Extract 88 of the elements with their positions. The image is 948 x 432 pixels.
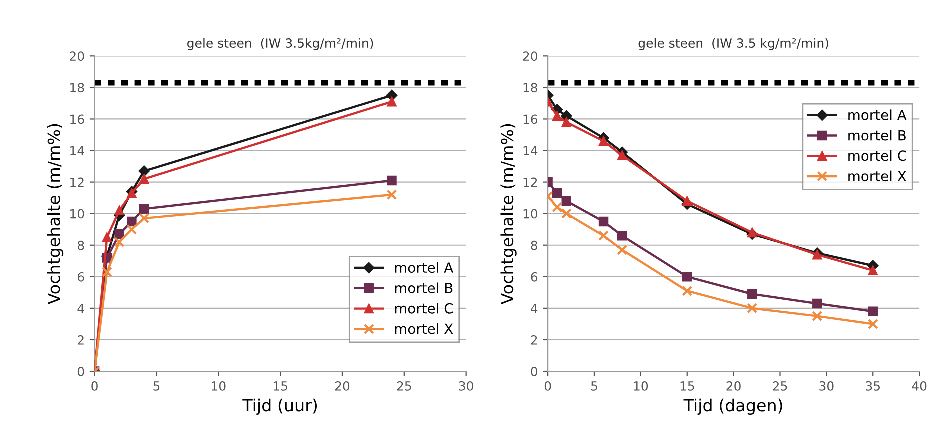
x-tick-label: 15 bbox=[274, 382, 288, 391]
legend-label: mortel C bbox=[395, 303, 454, 314]
legend-label: mortel B bbox=[848, 130, 906, 141]
point bbox=[387, 97, 397, 107]
x-tick-label: 20 bbox=[335, 381, 350, 391]
x-tick-label: 0 bbox=[544, 381, 552, 391]
point bbox=[126, 224, 138, 235]
point bbox=[868, 306, 878, 316]
y-axis-title: Vochtgehalte (m/m%) bbox=[500, 124, 517, 305]
x-tick-label: 40 bbox=[912, 381, 927, 391]
point bbox=[127, 216, 137, 227]
point bbox=[561, 208, 572, 220]
y-tick-label: 0 bbox=[531, 366, 538, 376]
point bbox=[598, 216, 609, 227]
point bbox=[868, 319, 878, 330]
y-tick-label: 10 bbox=[524, 209, 538, 219]
chart-title: gele steen (IW 3.5 kg/m²/min) bbox=[638, 38, 828, 50]
x-tick-label: 30 bbox=[820, 381, 834, 391]
legend-label: mortel A bbox=[848, 110, 907, 120]
point bbox=[617, 150, 628, 160]
y-tick-label: 16 bbox=[70, 114, 84, 124]
legend-label: mortel X bbox=[848, 170, 906, 182]
point bbox=[617, 231, 628, 241]
point bbox=[748, 289, 758, 300]
point bbox=[598, 136, 609, 146]
point bbox=[114, 206, 124, 216]
y-tick-label: 18 bbox=[524, 83, 538, 93]
point bbox=[139, 213, 150, 224]
point bbox=[617, 244, 628, 256]
legend-label: mortel A bbox=[395, 262, 454, 274]
point bbox=[552, 111, 562, 121]
y-tick-label: 2 bbox=[531, 335, 538, 345]
point bbox=[682, 286, 693, 296]
x-tick-label: 5 bbox=[154, 382, 160, 391]
point bbox=[138, 166, 150, 177]
x-tick-label: 5 bbox=[591, 382, 598, 391]
y-tick-label: 8 bbox=[531, 240, 538, 250]
point bbox=[139, 174, 150, 184]
y-tick-label: 12 bbox=[524, 178, 538, 188]
point bbox=[114, 237, 125, 248]
y-tick-label: 6 bbox=[78, 272, 84, 282]
x-tick-label: 25 bbox=[397, 381, 412, 391]
point bbox=[562, 118, 572, 128]
point bbox=[868, 266, 878, 276]
y-tick-label: 14 bbox=[524, 146, 538, 156]
x-tick-label: 30 bbox=[459, 381, 474, 391]
point bbox=[552, 202, 563, 213]
x-axis-title: Tijd (dagen) bbox=[684, 398, 782, 416]
chart-title: gele steen (IW 3.5kg/m²/min) bbox=[188, 38, 374, 50]
point bbox=[812, 311, 823, 322]
point bbox=[387, 176, 397, 186]
x-tick-label: 10 bbox=[212, 381, 226, 391]
y-tick-label: 14 bbox=[70, 146, 84, 156]
y-tick-label: 16 bbox=[524, 114, 538, 124]
y-tick-label: 0 bbox=[78, 366, 84, 376]
y-tick-label: 12 bbox=[70, 178, 84, 188]
point bbox=[747, 303, 758, 314]
y-tick-label: 20 bbox=[523, 52, 538, 62]
x-tick-label: 15 bbox=[680, 382, 694, 391]
x-tick-label: 25 bbox=[773, 381, 788, 391]
y-axis-title: Vochtgehalte (m/m%) bbox=[47, 124, 64, 305]
point bbox=[102, 232, 112, 242]
point bbox=[102, 266, 112, 278]
point bbox=[386, 190, 398, 200]
x-axis-title: Tijd (uur) bbox=[242, 398, 318, 416]
legend-label: mortel C bbox=[848, 150, 906, 162]
legend-label: mortel B bbox=[395, 282, 453, 294]
point bbox=[114, 229, 124, 240]
point bbox=[552, 188, 562, 198]
x-tick-label: 35 bbox=[866, 381, 880, 391]
point bbox=[562, 196, 572, 206]
legend-label: mortel X bbox=[395, 324, 454, 334]
point bbox=[682, 196, 692, 206]
x-tick-label: 10 bbox=[634, 381, 648, 391]
y-tick-label: 18 bbox=[70, 83, 84, 93]
y-tick-label: 6 bbox=[531, 272, 538, 282]
y-tick-label: 4 bbox=[530, 304, 538, 314]
x-tick-label: 20 bbox=[726, 381, 741, 391]
x-tick-label: 0 bbox=[92, 381, 98, 391]
point bbox=[598, 230, 609, 242]
y-tick-label: 4 bbox=[78, 304, 84, 314]
y-tick-label: 2 bbox=[78, 335, 84, 345]
y-tick-label: 20 bbox=[70, 52, 84, 62]
y-tick-label: 8 bbox=[78, 240, 84, 250]
point bbox=[139, 204, 150, 214]
point bbox=[682, 272, 692, 282]
point bbox=[812, 298, 822, 309]
y-tick-label: 10 bbox=[70, 209, 84, 219]
